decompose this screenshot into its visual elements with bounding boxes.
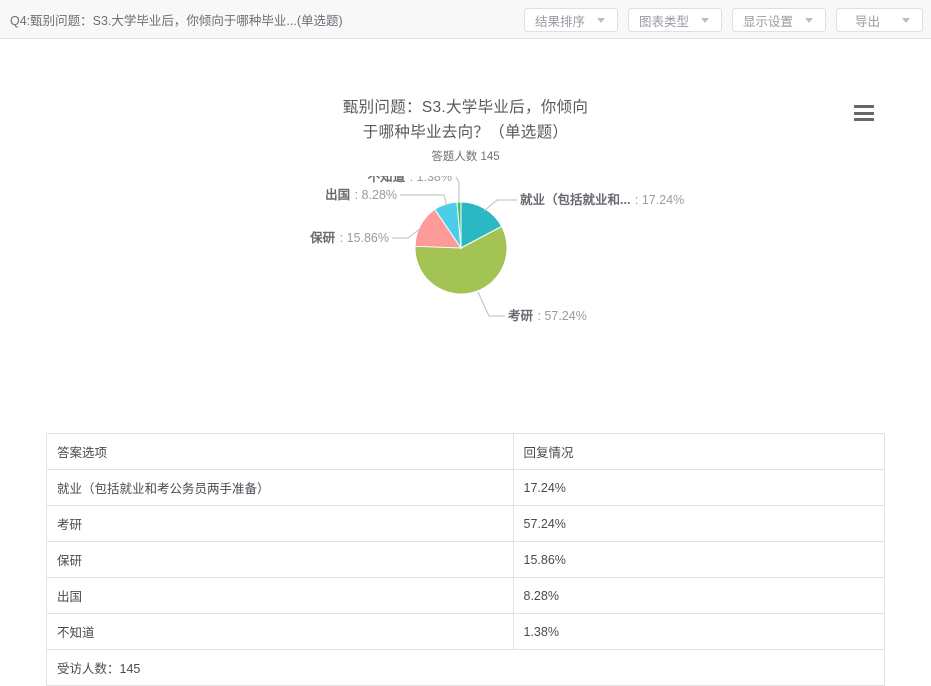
connector-employment	[483, 199, 517, 212]
result-table-head: 答案选项 回复情况	[47, 434, 884, 470]
pie-label-baoyan-name: 保研	[309, 230, 336, 245]
chart-title-line-1: 甄别问题：S3.大学毕业后，你倾向	[342, 99, 589, 116]
pie-chart-svg: 就业（包括就业和... : 17.24% 考研 : 57.24% 保研 : 15…	[309, 176, 684, 324]
pie-label-abroad-value: 8.28%	[362, 188, 397, 202]
connector-unknown	[455, 176, 460, 203]
display-settings-label: 显示设置	[742, 14, 793, 29]
table-row: 出国 8.28%	[47, 577, 884, 614]
export-dropdown[interactable]: 导出	[835, 8, 923, 32]
cell-reply: 17.24%	[513, 469, 884, 506]
table-row: 保研 15.86%	[47, 541, 884, 578]
result-table-body: 就业（包括就业和考公务员两手准备） 17.24% 考研 57.24% 保研 15…	[47, 469, 884, 686]
pie-label-employment-name: 就业（包括就业和...	[520, 192, 630, 207]
pie-label-employment-value: 17.24%	[642, 193, 684, 207]
result-table: 答案选项 回复情况 就业（包括就业和考公务员两手准备） 17.24% 考研 57…	[47, 434, 884, 686]
result-table-wrapper: 答案选项 回复情况 就业（包括就业和考公务员两手准备） 17.24% 考研 57…	[46, 433, 885, 686]
chart-subtitle: 答题人数 145	[431, 151, 500, 163]
pie-label-connectors	[392, 176, 517, 317]
hamburger-menu-icon[interactable]	[854, 105, 874, 121]
connector-abroad	[400, 194, 448, 207]
sort-results-dropdown[interactable]: 结果排序	[523, 8, 618, 32]
chart-panel: 甄别问题：S3.大学毕业后，你倾向 于哪种毕业去向？（单选题） 答题人数 145	[0, 39, 931, 389]
cell-reply: 8.28%	[513, 577, 884, 614]
cell-option: 保研	[47, 541, 514, 578]
pie-label-unknown: 不知道 : 1.38%	[368, 176, 452, 185]
table-row: 考研 57.24%	[47, 505, 884, 542]
chevron-down-icon	[804, 17, 813, 23]
table-header-row: 答案选项 回复情况	[47, 434, 884, 470]
header-answer-option: 答案选项	[47, 434, 514, 470]
sort-results-label: 结果排序	[534, 14, 585, 29]
cell-reply: 15.86%	[513, 541, 884, 578]
chart-title-line-2: 于哪种毕业去向？（单选题）	[362, 124, 569, 141]
pie-label-employment: 就业（包括就业和... : 17.24%	[520, 191, 684, 208]
pie-label-kaoyan-value: 57.24%	[544, 309, 586, 323]
export-label: 导出	[854, 14, 880, 29]
chart-title: 甄别问题：S3.大学毕业后，你倾向 于哪种毕业去向？（单选题）	[0, 39, 931, 145]
table-row: 不知道 1.38%	[47, 613, 884, 650]
cell-reply: 1.38%	[513, 613, 884, 650]
pie-label-kaoyan-name: 考研	[508, 308, 534, 323]
chart-type-label: 图表类型	[638, 14, 689, 29]
cell-option: 考研	[47, 505, 514, 542]
header-reply-status: 回复情况	[513, 434, 884, 470]
display-settings-dropdown[interactable]: 显示设置	[731, 8, 826, 32]
pie-label-baoyan-value: 15.86%	[347, 231, 389, 245]
cell-option: 就业（包括就业和考公务员两手准备）	[47, 469, 514, 506]
pie-chart: 就业（包括就业和... : 17.24% 考研 : 57.24% 保研 : 15…	[0, 176, 931, 376]
pie-label-abroad-name: 出国	[325, 187, 350, 202]
toolbar-actions: 结果排序 图表类型 显示设置 导出	[523, 8, 923, 32]
chevron-down-icon	[700, 17, 709, 23]
pie-label-unknown-name: 不知道	[368, 176, 406, 184]
table-footer-row: 受访人数：145	[47, 649, 884, 686]
cell-option: 不知道	[47, 613, 514, 650]
table-row: 就业（包括就业和考公务员两手准备） 17.24%	[47, 469, 884, 506]
pie-label-unknown-value: 1.38%	[417, 176, 452, 184]
connector-kaoyan	[477, 291, 505, 317]
chevron-down-icon	[902, 17, 910, 23]
chevron-down-icon	[596, 17, 605, 23]
pie-slice-employment[interactable]	[460, 201, 503, 249]
top-toolbar: Q4:甄别问题：S3.大学毕业后，你倾向于哪种毕业...(单选题) 结果排序 图…	[0, 0, 931, 39]
chart-type-dropdown[interactable]: 图表类型	[627, 8, 722, 32]
connector-baoyan	[392, 227, 422, 239]
pie-label-baoyan: 保研 : 15.86%	[309, 229, 389, 246]
cell-total-respondents: 受访人数：145	[47, 649, 884, 686]
cell-option: 出国	[47, 577, 514, 614]
question-title: Q4:甄别问题：S3.大学毕业后，你倾向于哪种毕业...(单选题)	[10, 13, 343, 28]
pie-label-kaoyan: 考研 : 57.24%	[508, 307, 587, 324]
pie-label-abroad: 出国 : 8.28%	[325, 186, 397, 203]
cell-reply: 57.24%	[513, 505, 884, 542]
